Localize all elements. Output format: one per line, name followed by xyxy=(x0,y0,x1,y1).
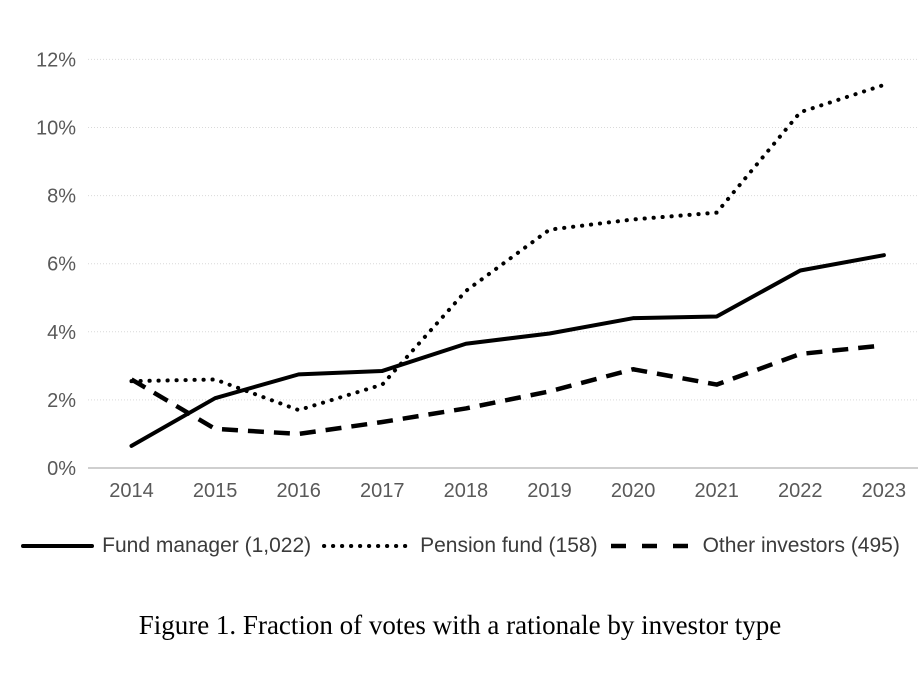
chart-legend: Fund manager (1,022) Pension fund (158) Ot… xyxy=(0,534,920,558)
legend-label: Other investors (495) xyxy=(702,534,900,557)
y-axis-tick-label: 6% xyxy=(47,254,76,276)
x-axis-tick-label: 2019 xyxy=(527,480,572,502)
y-axis-tick-label: 12% xyxy=(36,49,76,71)
line-chart-canvas: 0% 2% 4% 6% 8% 10% 12% 2014 2015 2016 2017 2018 2019… xyxy=(36,49,918,502)
figure-caption: Figure 1. Fraction of votes with a ratio… xyxy=(138,610,782,640)
series-line-dotted xyxy=(129,82,886,413)
y-axis-tick-label: 2% xyxy=(47,390,76,412)
y-axis-tick-label: 0% xyxy=(47,458,76,480)
x-axis-tick-label: 2018 xyxy=(444,480,489,502)
x-axis-tick-label: 2014 xyxy=(109,480,154,502)
rationale-by-investor-chart: 0% 2% 4% 6% 8% 10% 12% 2014 2015 2016 2017 2018 2019… xyxy=(0,49,920,558)
series-line-dashed xyxy=(130,343,885,437)
y-axis-tick-label: 8% xyxy=(47,186,76,208)
solid-line-swatch-icon xyxy=(21,544,95,548)
series-line-solid xyxy=(129,253,886,448)
legend-label: Fund manager (1,022) xyxy=(102,534,312,557)
dotted-line-swatch-icon xyxy=(322,544,413,548)
x-axis-tick-label: 2022 xyxy=(778,480,823,502)
x-axis-tick-label: 2017 xyxy=(360,480,405,502)
x-axis-tick-label: 2015 xyxy=(193,480,238,502)
legend-item-dotted: Pension fund (158) xyxy=(321,534,598,558)
legend-label: Pension fund (158) xyxy=(420,534,598,557)
x-axis-tick-label: 2023 xyxy=(862,480,907,502)
y-axis-tick-label: 10% xyxy=(36,118,76,140)
x-axis-tick-label: 2021 xyxy=(694,480,739,502)
x-axis-tick-label: 2020 xyxy=(611,480,656,502)
dashed-line-swatch-icon xyxy=(610,543,693,549)
x-axis-tick-label: 2016 xyxy=(276,480,321,502)
legend-item-solid: Fund manager (1,022) xyxy=(20,534,311,558)
y-axis-tick-label: 4% xyxy=(47,322,76,344)
legend-item-dashed: Other investors (495) xyxy=(608,534,900,558)
